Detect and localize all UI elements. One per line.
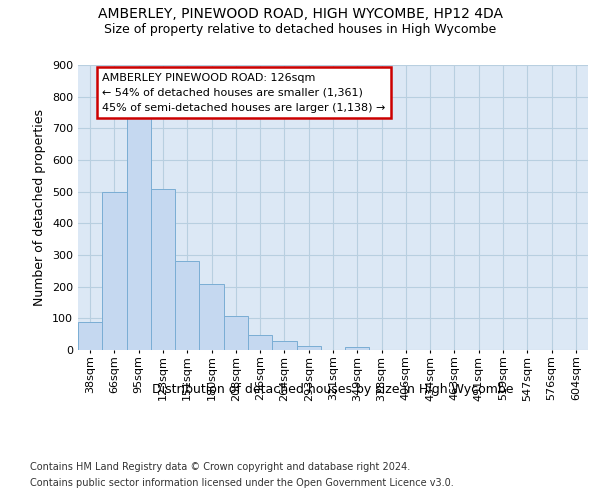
Y-axis label: Number of detached properties: Number of detached properties	[34, 109, 46, 306]
Bar	[78, 322, 102, 350]
Bar	[248, 335, 272, 350]
Bar	[199, 284, 224, 350]
Text: Contains public sector information licensed under the Open Government Licence v3: Contains public sector information licen…	[30, 478, 454, 488]
Bar	[151, 188, 175, 350]
Bar	[175, 262, 199, 350]
Bar	[345, 347, 370, 350]
Text: Size of property relative to detached houses in High Wycombe: Size of property relative to detached ho…	[104, 22, 496, 36]
Bar	[102, 192, 127, 350]
Bar	[272, 342, 296, 350]
Text: AMBERLEY, PINEWOOD ROAD, HIGH WYCOMBE, HP12 4DA: AMBERLEY, PINEWOOD ROAD, HIGH WYCOMBE, H…	[97, 8, 503, 22]
Text: Distribution of detached houses by size in High Wycombe: Distribution of detached houses by size …	[152, 382, 514, 396]
Bar	[296, 346, 321, 350]
Text: Contains HM Land Registry data © Crown copyright and database right 2024.: Contains HM Land Registry data © Crown c…	[30, 462, 410, 472]
Bar	[224, 316, 248, 350]
Bar	[127, 112, 151, 350]
Text: AMBERLEY PINEWOOD ROAD: 126sqm
← 54% of detached houses are smaller (1,361)
45% : AMBERLEY PINEWOOD ROAD: 126sqm ← 54% of …	[102, 73, 386, 112]
